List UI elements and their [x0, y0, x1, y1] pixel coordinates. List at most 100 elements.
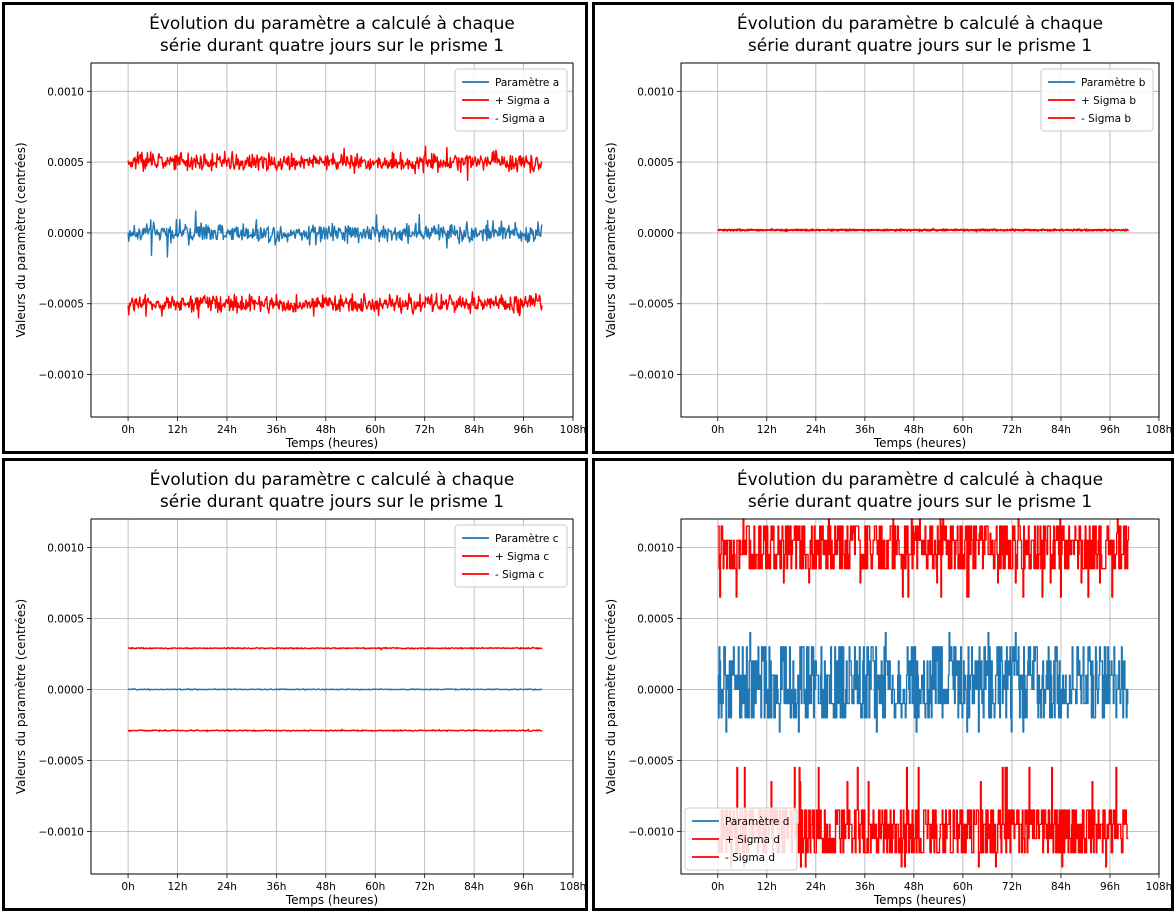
series-line: [127, 291, 543, 319]
x-axis-label: Temps (heures): [873, 893, 966, 907]
x-tick-label: 108h: [560, 424, 585, 436]
chart-panel-b: Évolution du paramètre b calculé à chaqu…: [592, 2, 1174, 454]
chart-title-line: Évolution du paramètre d calculé à chaqu…: [737, 468, 1103, 490]
y-tick-label: 0.0000: [637, 684, 674, 696]
series-line: [717, 228, 1130, 232]
x-tick-label: 48h: [316, 881, 336, 893]
x-tick-label: 24h: [217, 881, 237, 893]
y-tick-label: 0.0010: [637, 86, 674, 98]
y-tick-label: 0.0000: [47, 684, 84, 696]
x-axis-label: Temps (heures): [873, 436, 966, 450]
x-tick-label: 60h: [365, 881, 385, 893]
x-tick-label: 96h: [514, 424, 534, 436]
x-tick-label: 72h: [1002, 424, 1022, 436]
x-tick-label: 84h: [464, 881, 484, 893]
y-tick-label: −0.0010: [628, 370, 674, 382]
x-tick-label: 48h: [904, 881, 924, 893]
plot-frame: [90, 62, 574, 418]
y-tick-label: 0.0010: [637, 542, 674, 554]
x-tick-label: 108h: [1146, 424, 1171, 436]
series-line: [127, 210, 543, 258]
chart-title-line: série durant quatre jours sur le prisme …: [160, 36, 504, 56]
y-tick-label: 0.0000: [47, 228, 84, 240]
y-tick-label: 0.0000: [637, 228, 674, 240]
legend-box: [1040, 68, 1154, 132]
x-tick-label: 36h: [855, 881, 875, 893]
x-tick-label: 84h: [1051, 881, 1071, 893]
legend-box: [684, 807, 798, 871]
x-tick-label: 48h: [316, 424, 336, 436]
x-tick-label: 12h: [757, 424, 777, 436]
legend-entry: - Sigma b: [1081, 113, 1131, 125]
x-tick-label: 12h: [757, 881, 777, 893]
legend-box: [454, 68, 568, 132]
y-tick-label: −0.0010: [38, 370, 84, 382]
chart-panel-c: Évolution du paramètre c calculé à chaqu…: [2, 458, 588, 911]
legend-entry: + Sigma c: [495, 551, 549, 563]
legend: Paramètre b + Sigma b - Sigma b: [1040, 68, 1154, 132]
series-line: [128, 688, 543, 691]
x-tick-label: 0h: [711, 881, 724, 893]
series-line: [128, 646, 543, 651]
x-tick-label: 36h: [266, 424, 286, 436]
plot-frame: [680, 62, 1160, 418]
x-tick-label: 24h: [806, 881, 826, 893]
y-axis-label: Valeurs du paramètre (centrées): [14, 142, 28, 337]
y-tick-label: 0.0005: [47, 157, 84, 169]
x-tick-label: 60h: [953, 881, 973, 893]
chart-title-line: Évolution du paramètre a calculé à chaqu…: [149, 12, 515, 34]
x-tick-label: 96h: [1100, 881, 1120, 893]
series-line: [127, 728, 543, 733]
x-tick-label: 0h: [711, 424, 724, 436]
chart-title-line: série durant quatre jours sur le prisme …: [748, 492, 1092, 512]
x-tick-label: 72h: [415, 881, 435, 893]
plot-frame: [90, 518, 574, 875]
chart-svg: Évolution du paramètre c calculé à chaqu…: [14, 468, 585, 907]
legend-entry: + Sigma a: [495, 95, 550, 107]
series-line: [717, 518, 1130, 598]
legend-entry: Paramètre b: [1081, 77, 1146, 89]
x-tick-label: 60h: [365, 424, 385, 436]
x-axis-label: Temps (heures): [285, 436, 378, 450]
chart-title-line: Évolution du paramètre c calculé à chaqu…: [150, 468, 515, 490]
x-tick-label: 96h: [514, 881, 534, 893]
legend-entry: + Sigma d: [725, 834, 780, 846]
legend-entry: - Sigma c: [495, 569, 544, 581]
legend-entry: - Sigma d: [725, 852, 775, 864]
x-tick-label: 12h: [168, 424, 188, 436]
y-tick-label: −0.0010: [38, 826, 84, 838]
legend-entry: Paramètre a: [495, 77, 559, 89]
chart-title-line: série durant quatre jours sur le prisme …: [748, 36, 1092, 56]
y-tick-label: 0.0005: [47, 613, 84, 625]
y-axis-label: Valeurs du paramètre (centrées): [14, 599, 28, 794]
x-tick-label: 84h: [464, 424, 484, 436]
y-tick-label: 0.0005: [637, 613, 674, 625]
x-tick-label: 24h: [217, 424, 237, 436]
x-tick-label: 48h: [904, 424, 924, 436]
chart-svg: Évolution du paramètre b calculé à chaqu…: [604, 12, 1171, 450]
x-tick-label: 72h: [1002, 881, 1022, 893]
x-tick-label: 36h: [855, 424, 875, 436]
x-tick-label: 60h: [953, 424, 973, 436]
y-tick-label: −0.0010: [628, 826, 674, 838]
x-tick-label: 36h: [266, 881, 286, 893]
y-tick-label: −0.0005: [38, 299, 84, 311]
series-line: [717, 631, 1129, 733]
y-tick-label: 0.0005: [637, 157, 674, 169]
chart-panel-a: Évolution du paramètre a calculé à chaqu…: [2, 2, 588, 454]
y-tick-label: 0.0010: [47, 542, 84, 554]
x-tick-label: 96h: [1100, 424, 1120, 436]
x-tick-label: 12h: [168, 881, 188, 893]
x-tick-label: 108h: [560, 881, 585, 893]
series-line: [127, 145, 543, 182]
chart-panel-d: Évolution du paramètre d calculé à chaqu…: [592, 458, 1174, 911]
y-axis-label: Valeurs du paramètre (centrées): [604, 142, 618, 337]
x-tick-label: 84h: [1051, 424, 1071, 436]
chart-svg: Évolution du paramètre d calculé à chaqu…: [604, 468, 1171, 907]
legend: Paramètre d + Sigma d - Sigma d: [684, 807, 798, 871]
y-tick-label: −0.0005: [38, 755, 84, 767]
y-tick-label: −0.0005: [628, 299, 674, 311]
x-tick-label: 0h: [121, 424, 134, 436]
legend-box: [454, 524, 568, 588]
legend-entry: Paramètre d: [725, 816, 789, 828]
